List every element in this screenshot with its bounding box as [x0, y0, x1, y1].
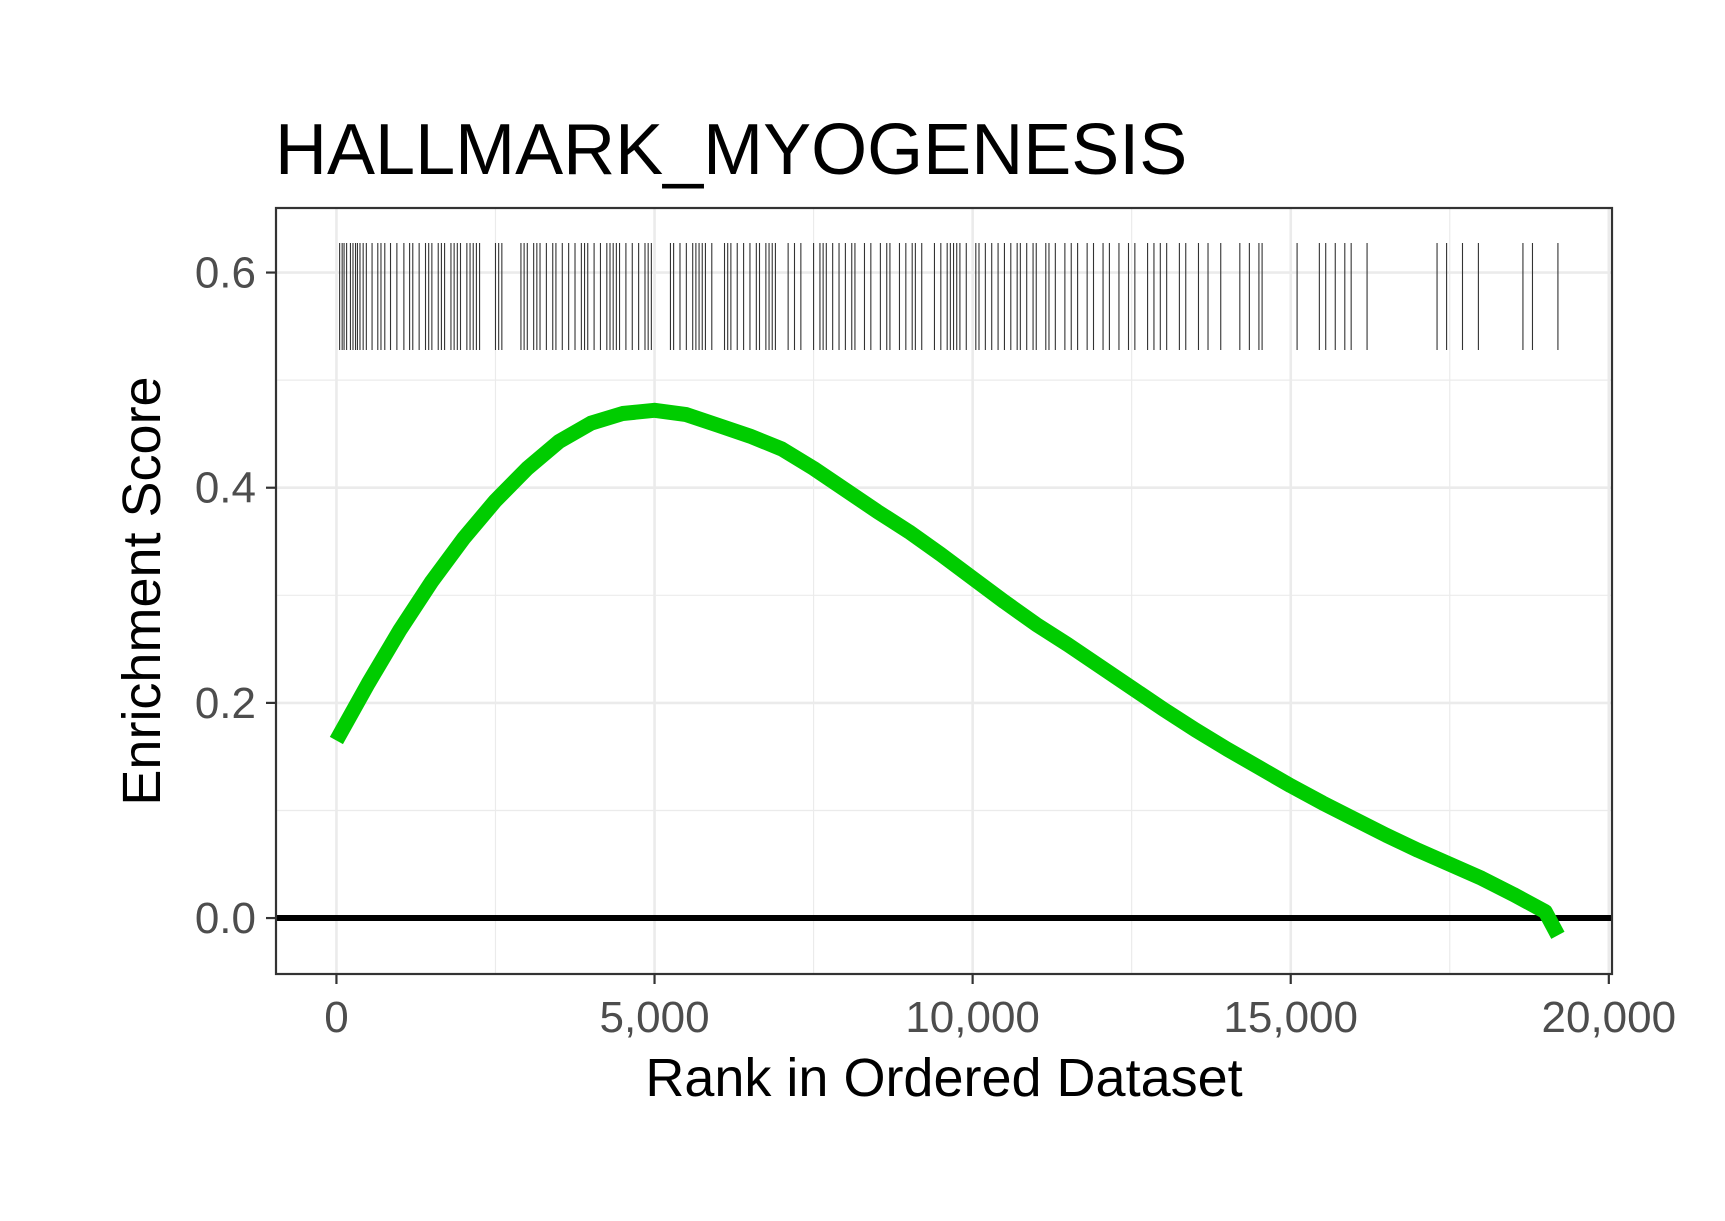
x-axis-title: Rank in Ordered Dataset	[645, 1048, 1242, 1108]
gene-hit-rug	[339, 243, 1559, 350]
y-tick-label: 0.6	[195, 249, 256, 298]
x-tick-label: 0	[324, 993, 348, 1042]
y-axis: 0.0 0.2 0.4 0.6	[195, 249, 276, 943]
x-tick-label: 10,000	[905, 993, 1040, 1042]
y-tick-label: 0.2	[195, 679, 256, 728]
chart-title: HALLMARK_MYOGENESIS	[275, 110, 1187, 190]
plot-panel-border	[274, 206, 1614, 976]
x-tick-label: 15,000	[1223, 993, 1358, 1042]
y-tick-label: 0.4	[195, 464, 256, 513]
enrichment-score-curve	[329, 402, 1565, 939]
x-tick-label: 20,000	[1542, 993, 1677, 1042]
x-tick-label: 5,000	[599, 993, 709, 1042]
y-axis-title: Enrichment Score	[112, 376, 172, 805]
y-tick-label: 0.0	[195, 894, 256, 943]
x-axis: 0 5,000 10,000 15,000 20,000	[324, 974, 1676, 1042]
